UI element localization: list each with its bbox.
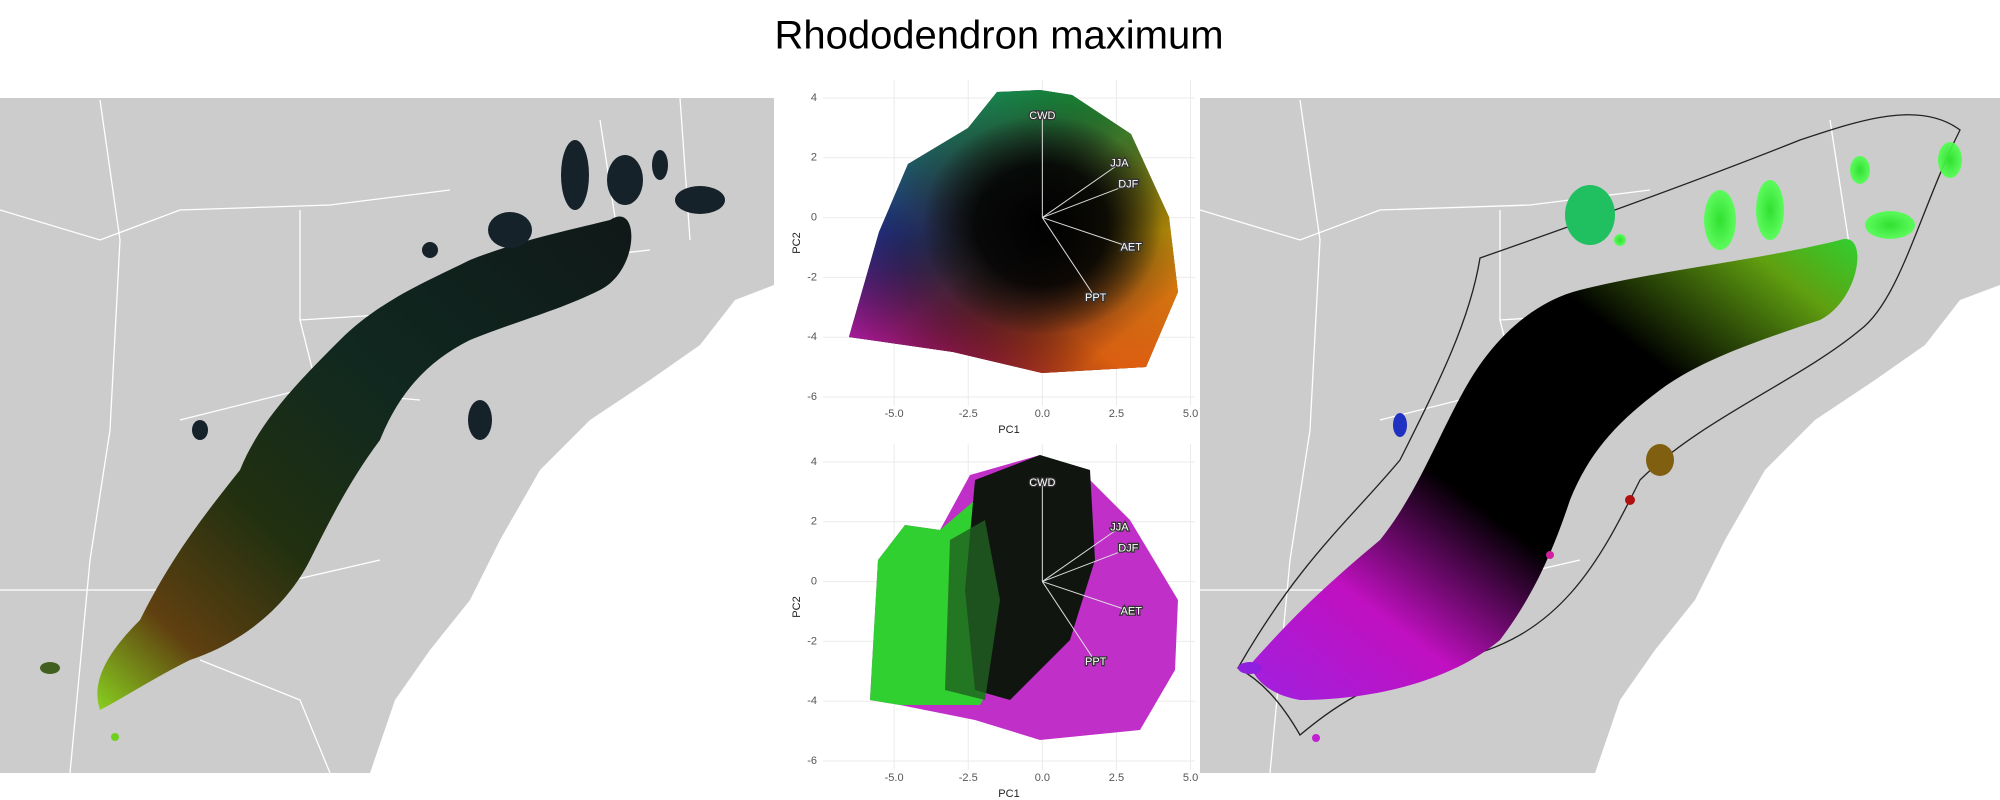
- arrow-label: DJF: [1118, 543, 1138, 555]
- y-tick-label: 2: [811, 152, 817, 164]
- figure-title: Rhododendron maximum: [774, 14, 1223, 58]
- x-tick-label: 0.0: [1035, 772, 1050, 784]
- arrow-label: CWD: [1029, 110, 1055, 122]
- loading-arrow: [1042, 163, 1120, 218]
- x-tick-label: -5.0: [885, 772, 904, 784]
- y-tick-label: -4: [807, 695, 817, 707]
- x-tick-label: 2.5: [1109, 408, 1124, 420]
- x-axis-label: PC1: [998, 424, 1019, 436]
- range-patches: [1238, 142, 1962, 742]
- x-tick-label: 5.0: [1183, 772, 1198, 784]
- x-tick-label: 2.5: [1109, 772, 1124, 784]
- y-tick-label: 0: [811, 575, 817, 587]
- x-tick-label: 0.0: [1035, 408, 1050, 420]
- y-tick-label: -2: [807, 271, 817, 283]
- y-tick-label: 4: [811, 456, 817, 468]
- loading-arrow: [1042, 581, 1132, 612]
- x-tick-label: -2.5: [959, 772, 978, 784]
- y-tick-label: 2: [811, 516, 817, 528]
- x-tick-label: 5.0: [1183, 408, 1198, 420]
- loading-arrow: [1042, 217, 1132, 248]
- y-axis-label: PC2: [791, 596, 803, 617]
- arrow-label: JJA: [1110, 522, 1129, 534]
- arrow-label: AET: [1121, 605, 1143, 617]
- x-tick-label: -5.0: [885, 408, 904, 420]
- range-right: [1250, 239, 1858, 700]
- arrow-label: PPT: [1085, 656, 1107, 668]
- right-map: [1200, 98, 2000, 773]
- arrow-label: CWD: [1029, 477, 1055, 489]
- y-tick-label: -6: [807, 755, 817, 767]
- arrow-label: JJA: [1110, 158, 1129, 170]
- loading-arrow: [1042, 527, 1120, 582]
- cloud-top: [849, 90, 1178, 373]
- range-left: [97, 216, 632, 710]
- loading-arrow: [1041, 217, 1097, 299]
- arrow-label: AET: [1121, 241, 1143, 253]
- y-tick-label: 0: [811, 211, 817, 223]
- loading-arrow: [1042, 184, 1129, 219]
- y-tick-label: -6: [807, 391, 817, 403]
- left-map: [0, 98, 774, 773]
- range-patches: [40, 140, 725, 741]
- loading-arrow: [1042, 548, 1129, 583]
- loading-arrow: [1041, 581, 1097, 663]
- y-axis-label: PC2: [791, 232, 803, 253]
- x-tick-label: -2.5: [959, 408, 978, 420]
- cloud-bottom: [870, 455, 1178, 740]
- x-axis-label: PC1: [998, 788, 1019, 800]
- y-tick-label: -2: [807, 635, 817, 647]
- y-tick-label: -4: [807, 331, 817, 343]
- y-tick-label: 4: [811, 92, 817, 104]
- arrow-label: DJF: [1118, 179, 1138, 191]
- arrow-label: PPT: [1085, 292, 1107, 304]
